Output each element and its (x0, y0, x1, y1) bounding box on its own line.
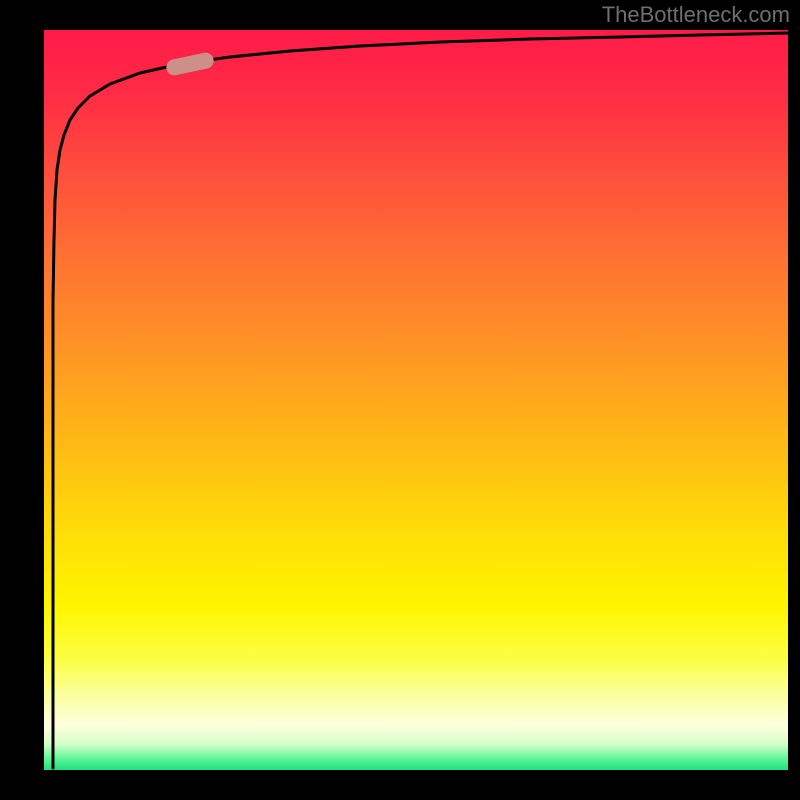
watermark-text: TheBottleneck.com (602, 2, 790, 28)
bottleneck-curve (53, 33, 788, 768)
watermark-label: TheBottleneck.com (602, 2, 790, 27)
chart-container: TheBottleneck.com (0, 0, 800, 800)
curve-svg (0, 0, 800, 800)
